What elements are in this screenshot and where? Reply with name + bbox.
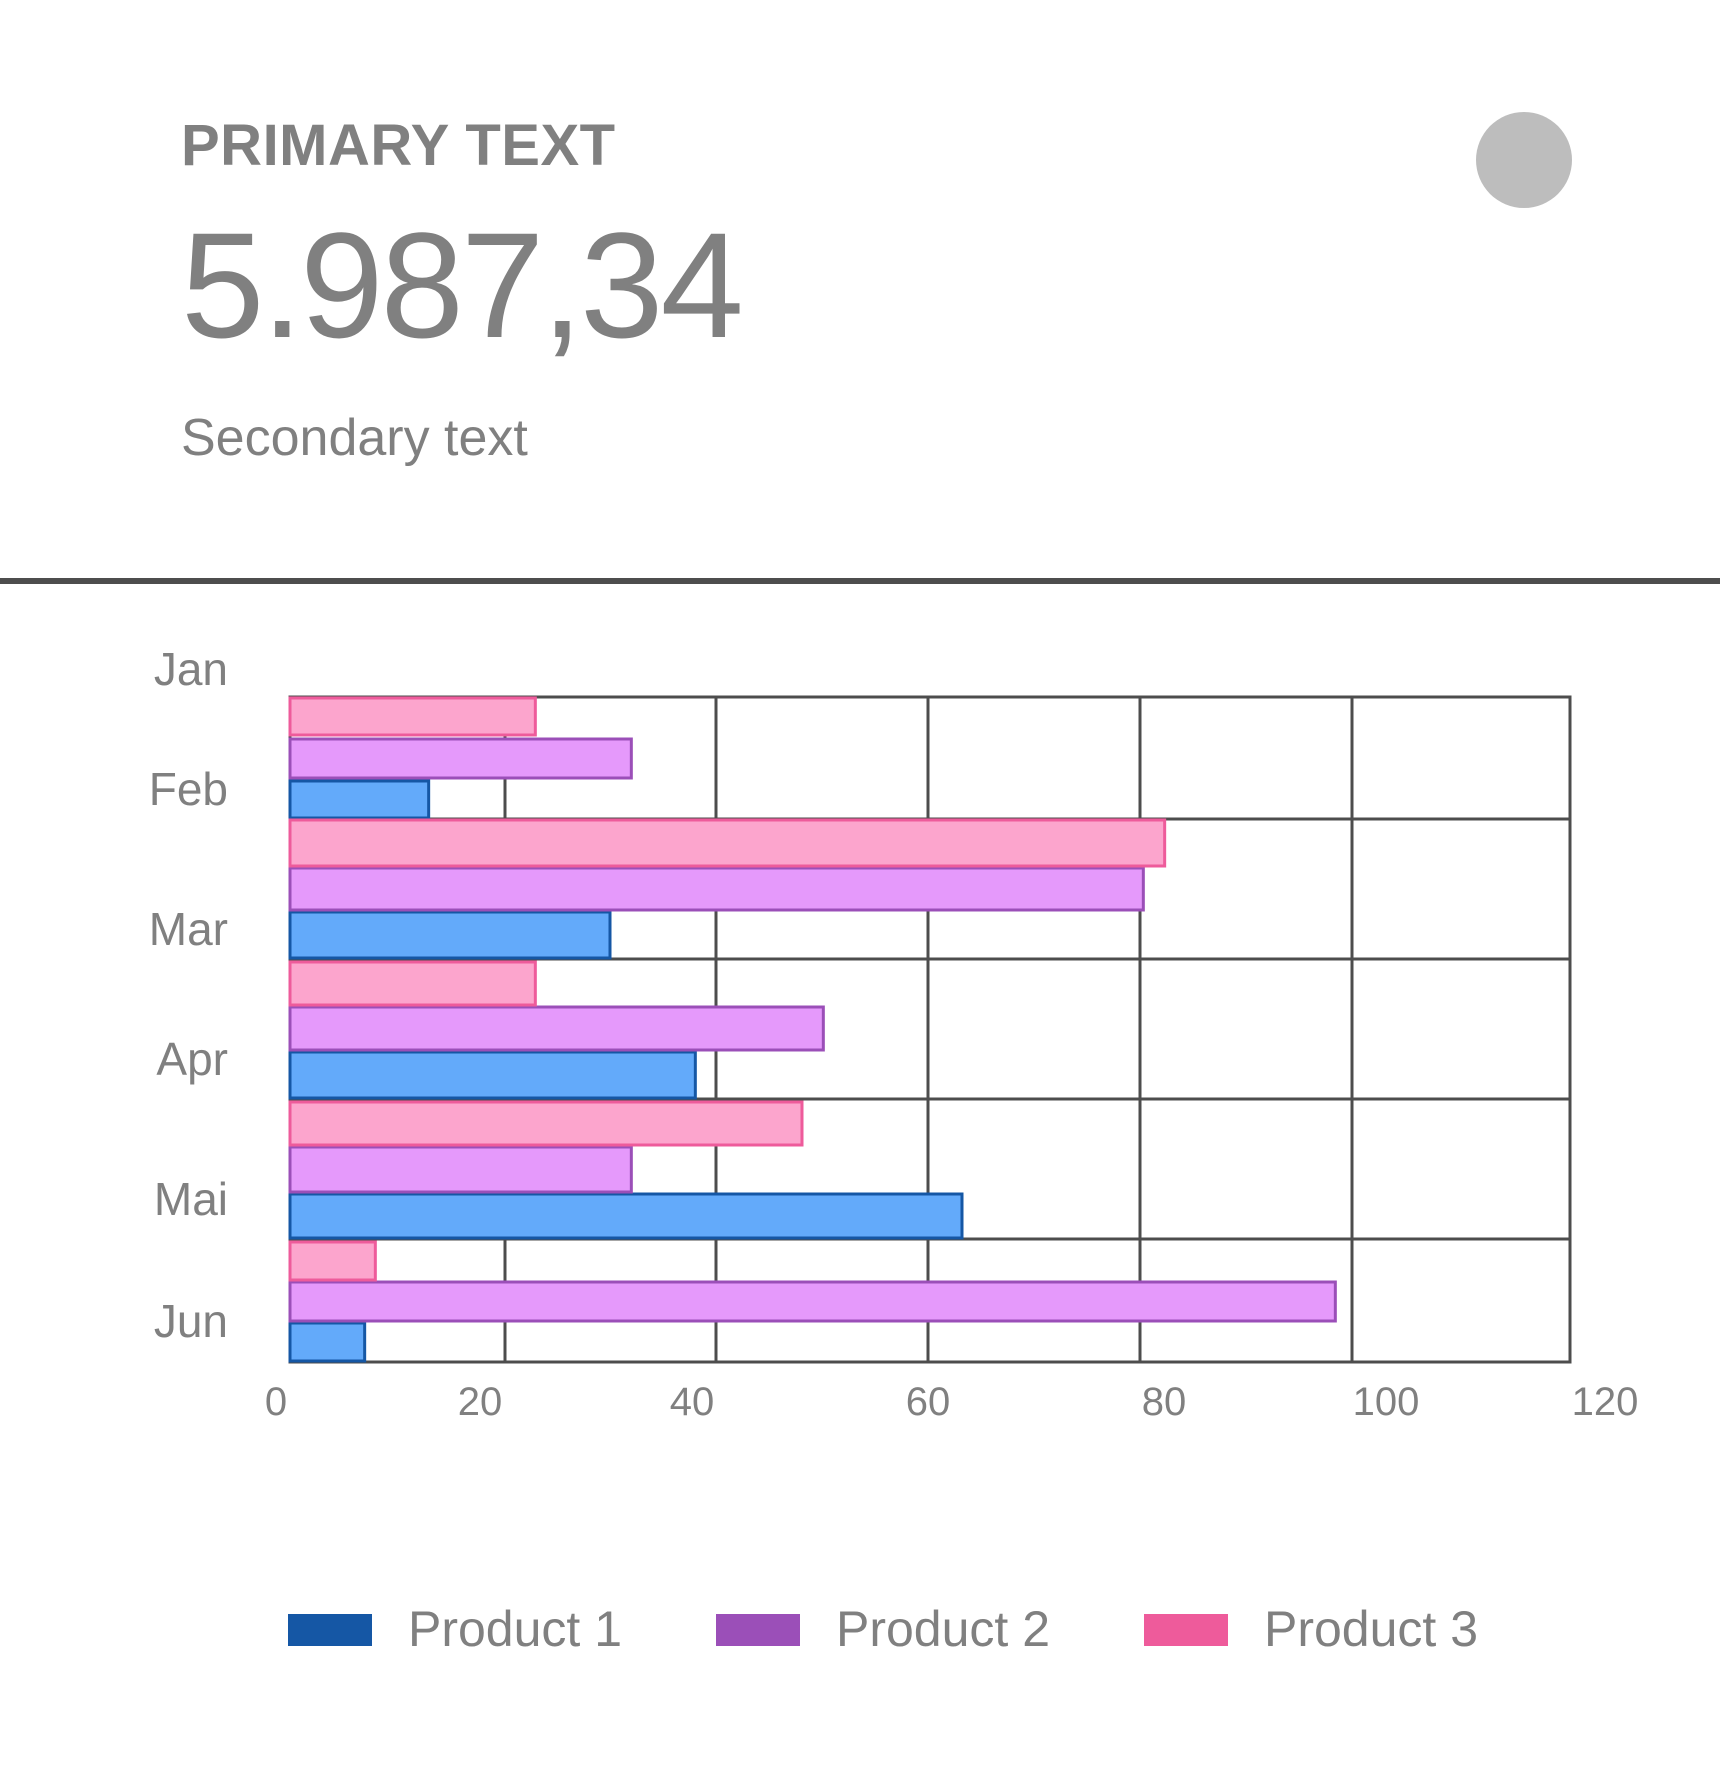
y-tick-label: Mar xyxy=(149,903,228,955)
bar-product-2-0 xyxy=(288,737,633,780)
x-tick-label: 0 xyxy=(265,1380,287,1424)
bar-chart: Jan Feb Mar Apr Mai Jun 0 20 40 60 80 100 120 xyxy=(149,643,1639,1424)
legend-swatch xyxy=(1144,1614,1228,1646)
primary-text: PRIMARY TEXT xyxy=(181,113,616,178)
y-tick-label: Jan xyxy=(154,643,228,695)
bar-product-1-1 xyxy=(288,910,612,960)
bar-product-3-0 xyxy=(288,696,537,737)
y-tick-label: Mai xyxy=(154,1173,228,1225)
x-tick-label: 80 xyxy=(1142,1380,1187,1424)
legend-swatch xyxy=(716,1614,800,1646)
legend-label: Product 1 xyxy=(408,1601,623,1657)
bar-product-2-2 xyxy=(288,1005,825,1052)
chart-bars xyxy=(288,696,1337,1363)
x-tick-label: 120 xyxy=(1572,1380,1639,1424)
x-tick-label: 40 xyxy=(670,1380,715,1424)
bar-product-3-2 xyxy=(288,960,537,1007)
avatar[interactable] xyxy=(1476,112,1572,208)
legend-item-product-2[interactable]: Product 2 xyxy=(716,1590,1076,1670)
legend-label: Product 3 xyxy=(1264,1601,1479,1657)
bar-product-1-4 xyxy=(288,1321,367,1363)
x-tick-label: 20 xyxy=(458,1380,503,1424)
x-tick-label: 60 xyxy=(906,1380,951,1424)
secondary-text: Secondary text xyxy=(181,409,528,467)
legend-item-product-1[interactable]: Product 1 xyxy=(288,1590,648,1670)
bar-product-3-3 xyxy=(288,1100,804,1147)
y-tick-label: Feb xyxy=(149,763,228,815)
bar-product-2-3 xyxy=(288,1145,633,1194)
kpi-header: PRIMARY TEXT 5.987,34 Secondary text xyxy=(0,0,1720,578)
bar-product-3-4 xyxy=(288,1240,377,1282)
bar-product-1-3 xyxy=(288,1192,964,1240)
legend-item-product-3[interactable]: Product 3 xyxy=(1144,1590,1504,1670)
x-tick-label: 100 xyxy=(1353,1380,1420,1424)
bar-product-3-1 xyxy=(288,818,1167,868)
y-tick-label: Jun xyxy=(154,1295,228,1347)
bar-product-1-2 xyxy=(288,1050,697,1100)
legend-swatch xyxy=(288,1614,372,1646)
bar-product-2-4 xyxy=(288,1280,1337,1323)
bar-product-1-0 xyxy=(288,779,431,820)
legend-label: Product 2 xyxy=(836,1601,1051,1657)
chart-legend: Product 1 Product 2 Product 3 xyxy=(0,1590,1720,1670)
y-tick-label: Apr xyxy=(156,1033,228,1085)
divider xyxy=(0,578,1720,584)
kpi-value: 5.987,34 xyxy=(181,201,744,369)
bar-product-2-1 xyxy=(288,866,1145,912)
